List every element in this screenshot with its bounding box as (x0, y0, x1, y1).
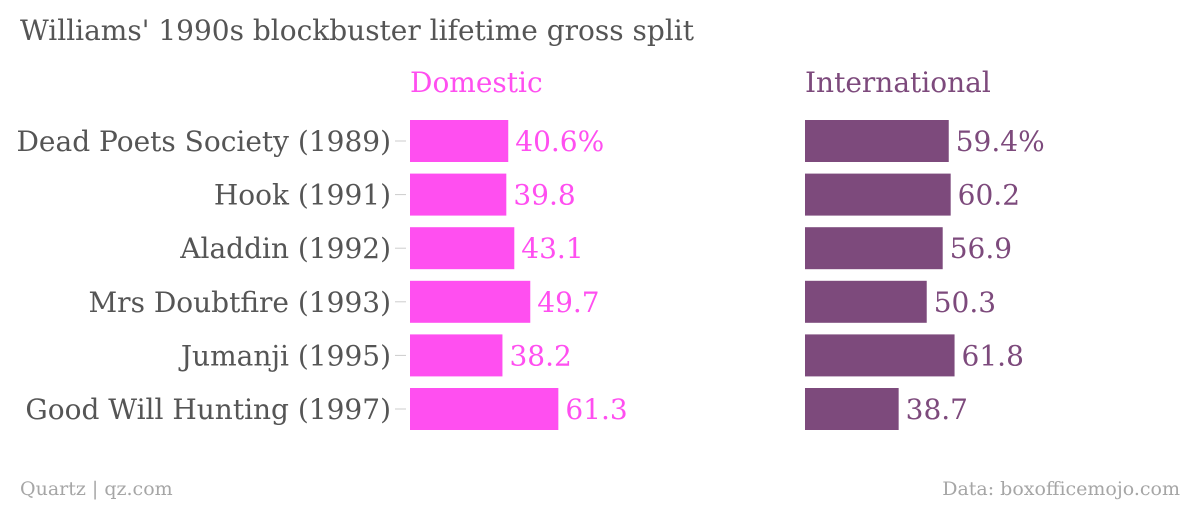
value-label-international: 60.2 (958, 179, 1020, 212)
footer-credit: Quartz | qz.com (20, 478, 173, 500)
bar-international (805, 388, 899, 430)
value-label-domestic: 40.6% (515, 125, 604, 158)
category-label: Aladdin (1992) (179, 232, 391, 265)
series-header-international: International (805, 66, 991, 99)
bar-domestic (410, 334, 503, 377)
category-label: Mrs Doubtfire (1993) (89, 286, 391, 319)
footer-data-source: Data: boxofficemojo.com (942, 478, 1180, 500)
value-label-domestic: 39.8 (513, 179, 575, 212)
bar-international (805, 227, 943, 270)
bar-international (805, 334, 955, 377)
value-label-domestic: 38.2 (509, 339, 571, 372)
bar-domestic (410, 173, 507, 216)
value-label-domestic: 43.1 (521, 232, 583, 265)
category-label: Jumanji (1995) (178, 339, 391, 372)
bar-domestic (410, 120, 509, 162)
value-label-international: 56.9 (950, 232, 1012, 265)
category-label: Hook (1991) (214, 179, 391, 212)
bar-domestic (410, 388, 559, 430)
chart-title: Williams' 1990s blockbuster lifetime gro… (20, 14, 694, 47)
bar-international (805, 120, 949, 162)
bar-domestic (410, 280, 531, 323)
value-label-domestic: 49.7 (537, 286, 599, 319)
value-label-domestic: 61.3 (565, 393, 627, 426)
value-label-international: 50.3 (934, 286, 996, 319)
series-header-domestic: Domestic (410, 66, 543, 99)
bar-international (805, 173, 951, 216)
bar-domestic (410, 227, 515, 270)
value-label-international: 59.4% (956, 125, 1045, 158)
value-label-international: 61.8 (962, 339, 1024, 372)
bar-international (805, 280, 927, 323)
category-label: Good Will Hunting (1997) (25, 393, 391, 426)
category-label: Dead Poets Society (1989) (16, 125, 391, 158)
value-label-international: 38.7 (906, 393, 968, 426)
